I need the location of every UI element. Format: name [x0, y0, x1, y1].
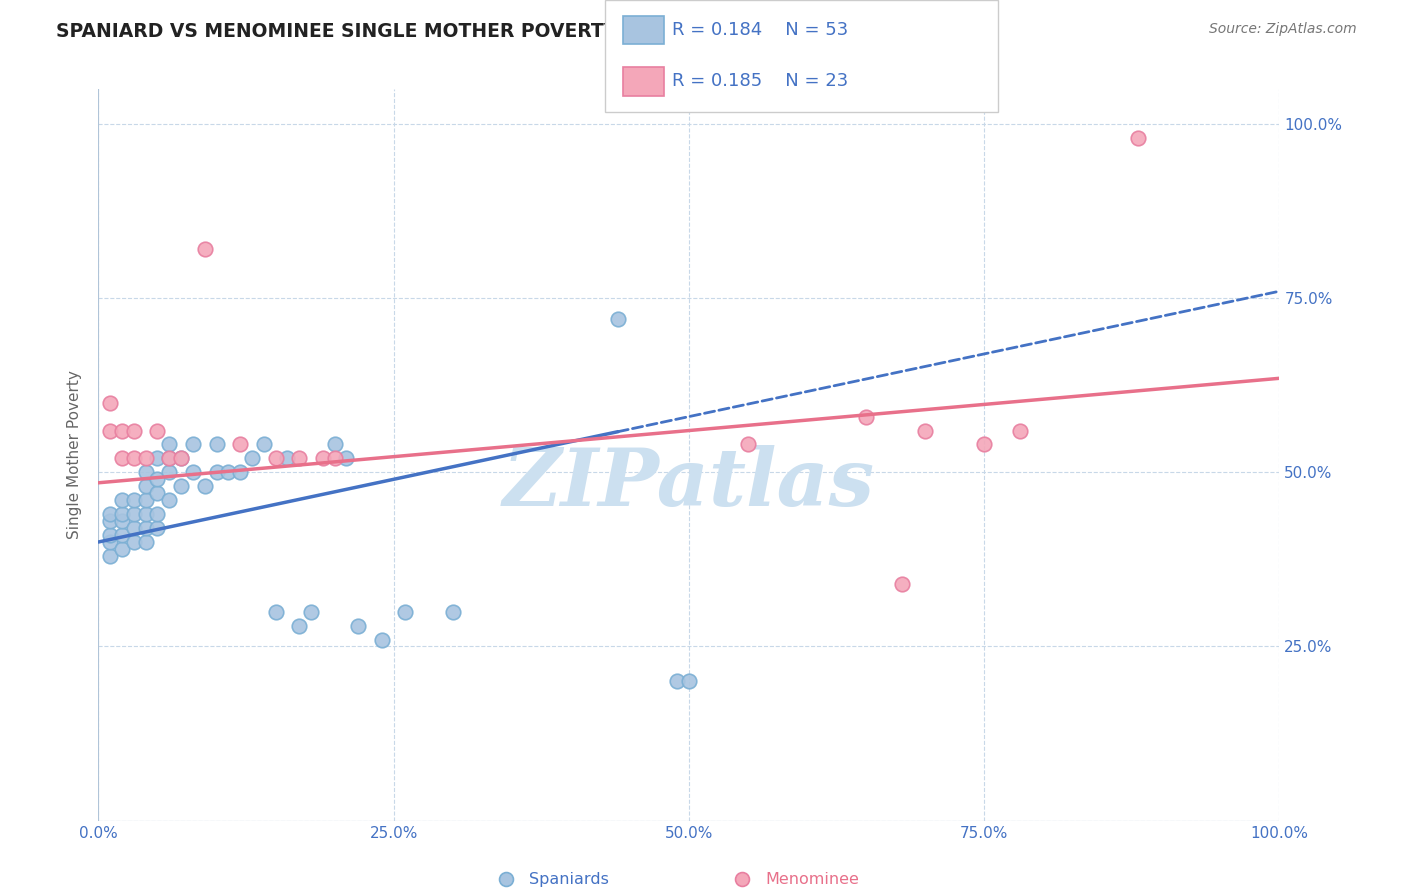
Text: Menominee: Menominee — [766, 871, 859, 887]
Point — [111, 528, 134, 542]
Point — [217, 466, 239, 480]
Point — [122, 451, 145, 466]
Point — [98, 395, 121, 409]
Point — [1126, 131, 1149, 145]
Point — [146, 507, 169, 521]
Point — [678, 674, 700, 689]
Point — [135, 451, 157, 466]
Text: Spaniards: Spaniards — [530, 871, 609, 887]
Point — [122, 521, 145, 535]
Point — [122, 493, 145, 508]
Point — [229, 466, 252, 480]
Point — [170, 451, 193, 466]
Point — [323, 451, 346, 466]
Point — [135, 535, 157, 549]
Point — [135, 479, 157, 493]
Point — [111, 541, 134, 556]
Point — [146, 521, 169, 535]
Point — [855, 409, 877, 424]
Point — [157, 451, 180, 466]
Point — [146, 486, 169, 500]
Point — [122, 424, 145, 438]
Point — [111, 493, 134, 508]
Text: Source: ZipAtlas.com: Source: ZipAtlas.com — [1209, 22, 1357, 37]
Point — [170, 451, 193, 466]
Point — [441, 605, 464, 619]
Point — [347, 618, 370, 632]
Point — [98, 528, 121, 542]
Point — [666, 674, 689, 689]
Point — [205, 437, 228, 451]
Point — [288, 618, 311, 632]
Point — [157, 466, 180, 480]
Point — [98, 507, 121, 521]
Point — [111, 514, 134, 528]
Point — [146, 451, 169, 466]
Point — [98, 514, 121, 528]
Point — [737, 437, 759, 451]
Point — [194, 243, 217, 257]
Point — [335, 451, 357, 466]
Point — [122, 507, 145, 521]
Point — [371, 632, 394, 647]
Point — [1008, 424, 1031, 438]
Point — [240, 451, 263, 466]
Y-axis label: Single Mother Poverty: Single Mother Poverty — [67, 370, 83, 540]
Point — [607, 312, 630, 326]
Point — [312, 451, 335, 466]
Point — [288, 451, 311, 466]
Point — [111, 507, 134, 521]
Point — [205, 466, 228, 480]
Point — [111, 424, 134, 438]
Point — [135, 507, 157, 521]
Point — [299, 605, 322, 619]
Point — [146, 424, 169, 438]
Point — [276, 451, 298, 466]
Text: ZIPatlas: ZIPatlas — [503, 445, 875, 523]
Text: R = 0.184    N = 53: R = 0.184 N = 53 — [672, 21, 848, 39]
Text: SPANIARD VS MENOMINEE SINGLE MOTHER POVERTY CORRELATION CHART: SPANIARD VS MENOMINEE SINGLE MOTHER POVE… — [56, 22, 849, 41]
Point — [170, 479, 193, 493]
Point — [394, 605, 416, 619]
Point — [890, 576, 912, 591]
Point — [157, 437, 180, 451]
Point — [229, 437, 252, 451]
Point — [323, 437, 346, 451]
Point — [731, 869, 754, 883]
Text: R = 0.185    N = 23: R = 0.185 N = 23 — [672, 72, 848, 90]
Point — [264, 605, 287, 619]
Point — [914, 424, 936, 438]
Point — [98, 424, 121, 438]
Point — [194, 479, 217, 493]
Point — [181, 466, 204, 480]
Point — [135, 521, 157, 535]
Point — [973, 437, 995, 451]
Point — [135, 466, 157, 480]
Point — [98, 535, 121, 549]
Point — [157, 493, 180, 508]
Point — [157, 451, 180, 466]
Point — [181, 437, 204, 451]
Point — [111, 451, 134, 466]
Point — [98, 549, 121, 563]
Point — [146, 472, 169, 486]
Point — [253, 437, 276, 451]
Point — [264, 451, 287, 466]
Point — [135, 493, 157, 508]
Point — [122, 535, 145, 549]
Point — [495, 869, 517, 883]
